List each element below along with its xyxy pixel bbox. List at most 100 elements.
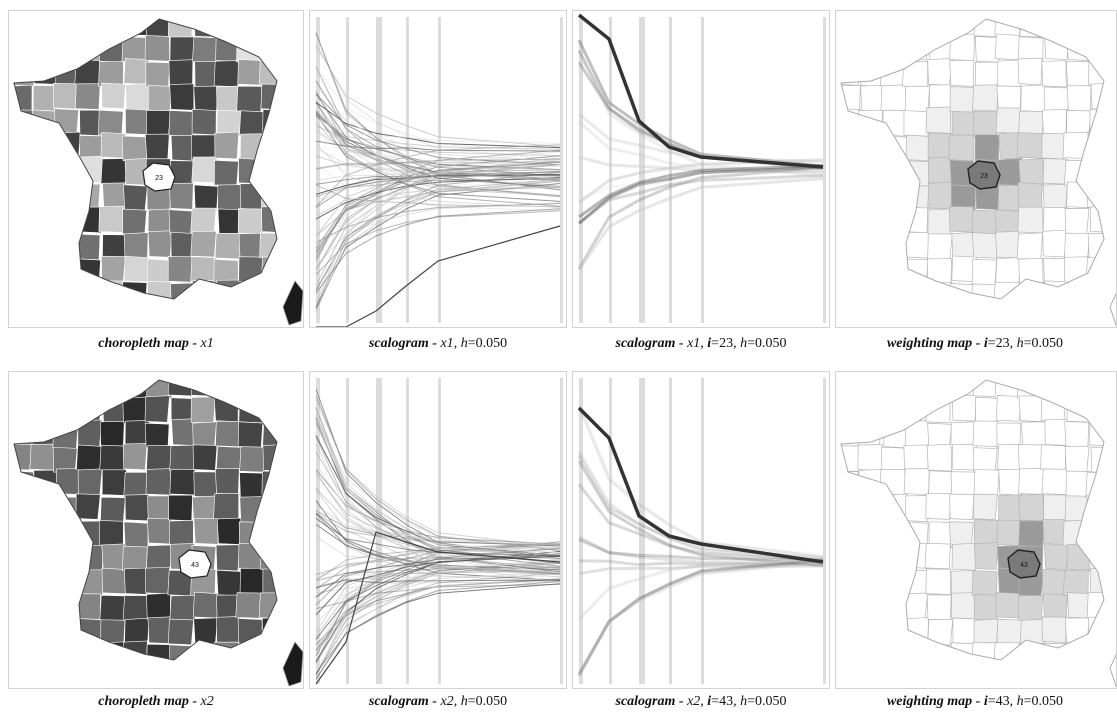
weighting-x1-department bbox=[1065, 283, 1090, 299]
scalogram-x2-i43-scale-bar bbox=[639, 378, 645, 684]
map-x2-department bbox=[79, 641, 105, 660]
map-x2-department bbox=[216, 616, 241, 644]
weighting-x2-department bbox=[857, 444, 883, 472]
map-x1-department bbox=[14, 232, 33, 259]
map-x2-department bbox=[215, 420, 241, 448]
scalogram-x1-i23-series-line bbox=[577, 51, 824, 178]
scalogram-x2-i43-scale-bar bbox=[823, 378, 826, 684]
scalogram-x1-i23-series-line bbox=[578, 120, 824, 175]
weighting-x1-department bbox=[926, 19, 951, 36]
map-x1-department bbox=[31, 281, 56, 299]
scalogram-x1-series-line bbox=[315, 143, 561, 208]
map-x2-department bbox=[52, 393, 79, 421]
scalogram-x2-series-line bbox=[315, 555, 561, 616]
weighting-x1-department bbox=[1088, 19, 1104, 36]
weighting-x1-department bbox=[1043, 19, 1068, 39]
map-x1-department bbox=[192, 280, 217, 299]
scalogram-x1-i23-series-line bbox=[578, 155, 824, 173]
weighting-x2-department bbox=[903, 468, 930, 495]
weighting-x2-department bbox=[1018, 595, 1043, 622]
weighting-x1-department bbox=[1043, 257, 1068, 285]
scalogram-x2-i43-series-line bbox=[578, 535, 824, 566]
caption-r1-p2: scalogram - x2, i=43, h=0.050 bbox=[615, 694, 787, 709]
scalogram-x2-scale-bar bbox=[346, 378, 349, 684]
scalogram-x1-i23-series-line bbox=[578, 164, 824, 219]
weighting-x1-department bbox=[1018, 282, 1045, 299]
map-x2-department bbox=[169, 644, 194, 660]
map-x1-department bbox=[55, 231, 81, 259]
scalogram-x1-series-line bbox=[315, 164, 561, 237]
scalogram-x1-series-line bbox=[315, 122, 561, 167]
map-x2-department bbox=[100, 496, 126, 524]
weighting-x1-department bbox=[1088, 36, 1104, 64]
weighting-x1-department bbox=[951, 111, 977, 138]
weighting-x2-department bbox=[903, 396, 929, 424]
map-x1-department bbox=[260, 132, 277, 160]
map-x1-department bbox=[76, 280, 103, 299]
map-x1-department bbox=[54, 184, 81, 211]
map-x2-group: 43 bbox=[13, 379, 303, 687]
map-x2-outline bbox=[13, 379, 278, 661]
weighting-x1-department bbox=[927, 132, 953, 159]
weighting-x2-department bbox=[1018, 468, 1045, 495]
weighting-x2-department bbox=[1064, 617, 1090, 645]
map-x1-department bbox=[169, 83, 195, 111]
map-x1-department bbox=[260, 256, 277, 283]
map-x1-department bbox=[32, 36, 58, 63]
weighting-x2-department bbox=[928, 470, 954, 497]
map-x2-department bbox=[14, 397, 33, 424]
weighting-x1-department bbox=[927, 233, 953, 260]
map-x2-region-label: 43 bbox=[191, 562, 199, 569]
weighting-x2-department bbox=[950, 642, 976, 660]
scalogram-x1-series-line bbox=[315, 140, 561, 152]
map-x1-department bbox=[31, 132, 57, 160]
map-x2-department bbox=[123, 521, 149, 548]
weighting-x2-department bbox=[856, 567, 882, 595]
weighting-x1-department bbox=[1089, 132, 1104, 159]
map-x2-department bbox=[193, 643, 219, 660]
weighting-x2-department bbox=[950, 471, 976, 498]
map-x1-group: 23 bbox=[13, 18, 303, 326]
choropleth-map-x1: 23 bbox=[8, 10, 304, 328]
map-x1-department bbox=[102, 182, 127, 210]
weighting-x2-department bbox=[841, 543, 863, 571]
map-x1-department bbox=[55, 36, 81, 63]
map-x1-department bbox=[147, 230, 173, 258]
weighting-x2-department bbox=[1064, 445, 1090, 473]
scalogram-x1-series-line bbox=[315, 158, 561, 299]
map-x1-department bbox=[169, 36, 195, 63]
caption-r0-p0: choropleth map - x1 bbox=[98, 336, 214, 351]
weighting-x1-department bbox=[971, 209, 997, 237]
weighting-x1-department bbox=[995, 256, 1022, 285]
scalogram-x2-series-line bbox=[315, 571, 561, 646]
weighting-x1-department bbox=[1042, 183, 1068, 212]
map-x2-department bbox=[99, 594, 126, 622]
choropleth-map-x2-svg: 43 bbox=[13, 379, 303, 687]
map-x2-department bbox=[144, 422, 170, 450]
weighting-x1-department bbox=[856, 182, 882, 211]
weighting-x1-department bbox=[1017, 206, 1044, 234]
map-x1-department bbox=[238, 157, 263, 185]
scalogram-x2-i43-scale-bar bbox=[701, 378, 704, 684]
map-x2-department bbox=[216, 569, 242, 597]
weighting-x2-departments bbox=[841, 380, 1104, 660]
map-x1-corsica bbox=[282, 280, 303, 326]
weighting-x2-department bbox=[927, 644, 953, 660]
scalogram-x1-scale-bar bbox=[406, 17, 409, 323]
map-x2-department bbox=[192, 591, 219, 619]
map-x2-department bbox=[215, 544, 241, 572]
map-x2-department bbox=[77, 419, 103, 448]
scalogram-x2-scale-bar bbox=[560, 378, 563, 684]
weighting-x1-department bbox=[880, 19, 906, 39]
scalogram-x2-i43-series-line bbox=[577, 405, 824, 559]
map-x1-department bbox=[147, 258, 172, 286]
scalogram-x1-i23 bbox=[572, 10, 830, 328]
map-x2-department bbox=[99, 444, 126, 472]
weighting-x1-department bbox=[880, 84, 907, 112]
weighting-x2-outline bbox=[840, 379, 1105, 661]
weighting-x1-department bbox=[927, 208, 953, 236]
scalogram-x2-i43-series-line bbox=[577, 558, 824, 677]
map-x1-department bbox=[168, 182, 194, 210]
weighting-x2-department bbox=[973, 594, 999, 621]
map-x2-department bbox=[99, 520, 124, 547]
